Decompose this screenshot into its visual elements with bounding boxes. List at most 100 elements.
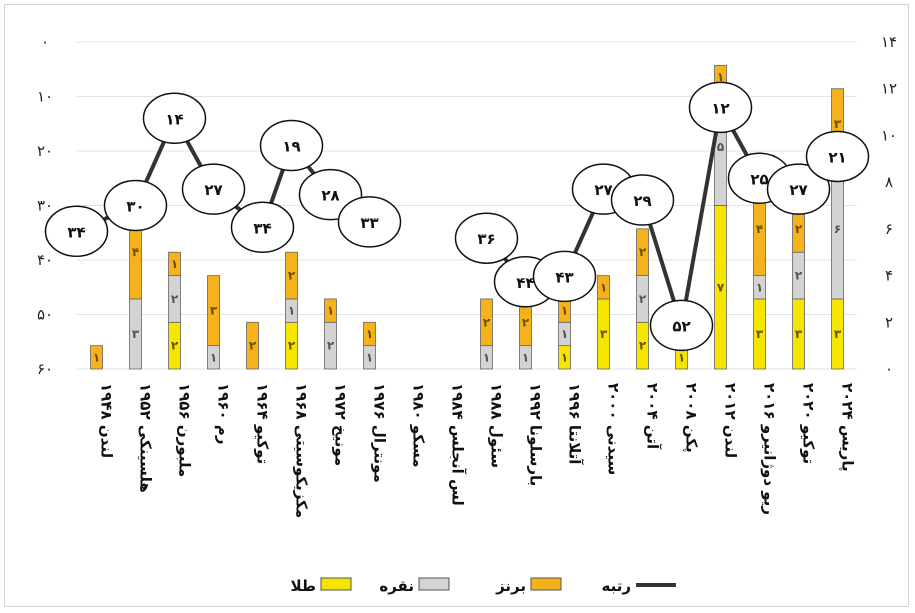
x-axis-category-label: پکن ۲۰۰۸ [682,383,701,453]
silver-segment-label: ۱ [561,327,568,341]
x-axis-category-label: مونیخ ۱۹۷۲ [332,383,350,466]
bronze-segment-label: ۱ [93,350,100,364]
legend-gold-swatch [320,577,352,591]
y-left-tick-label: ۴۰ [37,251,53,269]
bronze-segment [324,298,337,323]
rank-marker [649,299,714,352]
x-axis-category-label: سیدنی ۲۰۰۰ [605,383,623,475]
silver-segment-label: ۱ [366,350,373,364]
rank-label: ۱۲ [711,99,729,117]
rank-label: ۳۰ [126,198,144,216]
gold-segment-label: ۲ [288,339,296,353]
y-right-tick-label: ۸ [885,173,893,191]
rank-label: ۵۲ [672,317,690,335]
x-axis-category-label: مسکو ۱۹۸۰ [410,383,428,468]
rank-label: ۳۳ [360,214,378,232]
rank-marker [610,174,675,226]
gold-segment-label: ۳ [600,327,608,341]
silver-segment-label: ۱ [522,350,529,364]
bronze-segment-label: ۲ [288,269,296,283]
x-axis-category-label: ریو دوژانیرو ۲۰۱۶ [761,383,779,515]
bronze-segment [285,251,298,300]
silver-segment-label: ۲ [327,339,335,353]
legend-bronze-swatch [530,577,562,591]
rank-marker [142,92,207,145]
y-left-tick-label: ۱۰ [37,88,53,106]
y-left-tick-label: ۳۰ [37,197,53,215]
rank-label: ۲۷ [594,181,612,199]
rank-marker [454,212,519,264]
bronze-segment-label: ۳ [210,304,218,318]
gold-segment-label: ۲ [171,339,179,353]
bronze-segment-label: ۴ [132,245,139,259]
rank-label: ۲۱ [828,148,846,166]
rank-marker [688,81,753,134]
rank-label: ۲۷ [204,181,222,199]
rank-marker [230,201,295,254]
gold-segment-label: ۳ [756,327,764,341]
gold-segment-label: ۲ [639,339,647,353]
rank-marker [805,130,870,183]
rank-label: ۴۴ [516,274,534,292]
silver-segment-label: ۵ [717,140,724,154]
y-left-tick-label: ۰ [41,33,49,51]
rank-label: ۲۸ [321,187,339,205]
silver-segment-label: ۱ [288,304,295,318]
bronze-segment-label: ۱ [327,304,334,318]
gold-segment-label: ۱ [678,350,685,364]
legend-silver-swatch [418,577,450,591]
x-axis-labels: لندن ۱۹۴۸ هلسینکی ۱۹۵۲ ملبورن ۱۹۵۶ رم ۱۹۶۰ ت… [98,383,857,518]
y-left-tick-label: ۲۰ [37,142,53,160]
rank-marker [181,163,246,215]
bronze-segment-label: ۲ [522,315,530,329]
bronze-segment-label: ۲ [639,245,647,259]
gold-segment-label: ۷ [717,280,725,294]
x-axis-category-label: رم ۱۹۶۰ [215,383,233,444]
bronze-segment [636,228,649,276]
rank-marker [766,163,831,215]
x-axis-category-label: آتلانتا ۱۹۹۶ [566,383,584,465]
bronze-segment-label: ۴ [756,222,763,236]
silver-segment-label: ۱ [756,280,763,294]
bronze-segment [480,298,493,347]
y-right-tick-label: ۱۴ [881,33,897,51]
x-axis-category-label: مکزیکوسیتی ۱۹۶۸ [293,383,311,518]
y-right-tick-label: ۲ [885,313,893,331]
bronze-segment [246,321,259,370]
silver-segment-label: ۱ [483,350,490,364]
y-axis-right-ticks: ۰ ۲ ۴ ۶ ۸ ۱۰ ۱۲ ۱۴ [881,33,897,378]
bronze-segment [168,251,181,276]
rank-label: ۳۴ [253,219,271,237]
x-axis-category-label: مونترال ۱۹۷۶ [371,383,389,483]
gold-segment-label: ۳ [795,327,803,341]
x-axis-category-label: توکیو ۱۹۶۴ [254,383,272,464]
y-right-tick-label: ۰ [885,360,893,378]
legend-silver-label: نقره [379,577,414,595]
rank-marker [532,250,597,303]
y-right-tick-label: ۱۲ [881,80,897,98]
rank-label: ۳۴ [67,223,85,241]
y-left-tick-label: ۵۰ [37,306,53,324]
legend: رتبه برنز نقره طلا [290,577,676,595]
x-axis-category-label: ملبورن ۱۹۵۶ [176,383,194,477]
x-axis-category-label: هلسینکی ۱۹۵۲ [137,383,155,493]
rank-label: ۲۹ [633,192,651,210]
bronze-segment-label: ۲ [249,339,257,353]
silver-segment-label: ۱ [210,350,217,364]
rank-label: ۱۹ [282,138,300,156]
y-right-tick-label: ۱۰ [881,126,897,144]
x-axis-category-label: لندن ۱۹۴۸ [98,383,116,458]
legend-bronze-label: برنز [495,577,526,595]
x-axis-category-label: لندن ۲۰۱۲ [722,383,740,458]
bronze-segment-label: ۲ [483,315,491,329]
rank-marker [337,196,402,248]
x-axis-category-label: لس آنجلس ۱۹۸۴ [449,383,467,506]
x-axis-category-label: آتن ۲۰۰۴ [644,383,662,450]
rank-marker [103,179,168,232]
bronze-segment [363,321,376,347]
bronze-segment-label: ۱ [561,304,568,318]
bronze-segment-label: ۱ [171,257,178,271]
x-axis-category-label: سئول ۱۹۸۸ [488,383,506,468]
